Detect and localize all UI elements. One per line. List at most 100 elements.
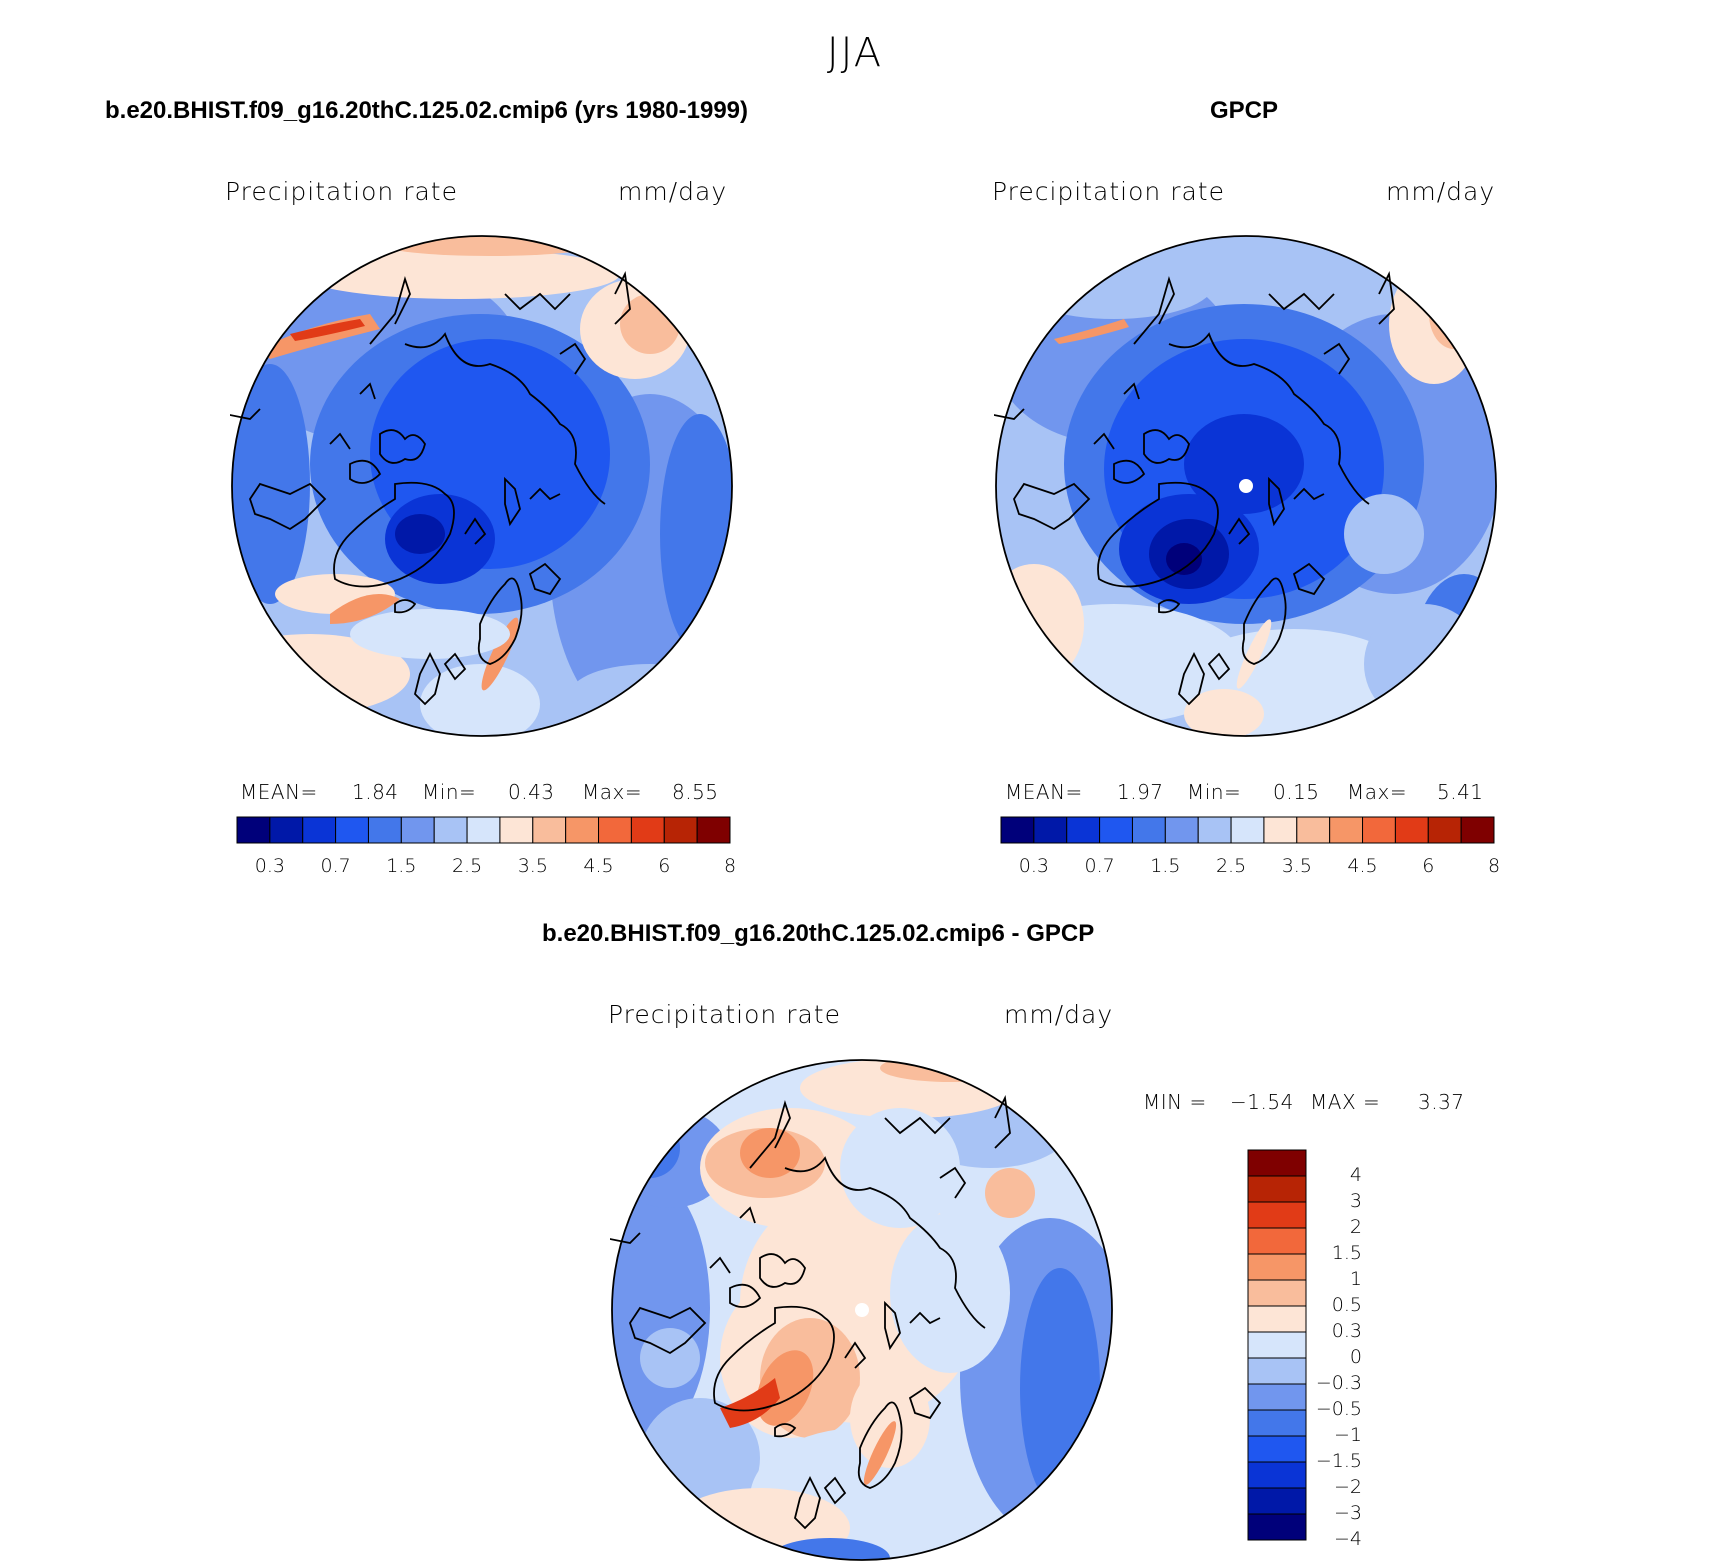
obs-colorbar bbox=[1000, 816, 1495, 844]
model-polar-map bbox=[230, 235, 733, 737]
colorbar-swatch bbox=[1394, 816, 1429, 844]
colorbar-tick-label: 0.7 bbox=[1084, 855, 1115, 877]
colorbar-tick-label: 0.3 bbox=[254, 855, 285, 877]
colorbar-tick-label: 4.5 bbox=[1347, 855, 1378, 877]
model-max-label: Max= bbox=[582, 780, 643, 804]
colorbar-swatch bbox=[1296, 816, 1331, 844]
colorbar-swatch bbox=[1000, 816, 1035, 844]
colorbar-swatch bbox=[598, 816, 632, 844]
diff-max-value: 3.37 bbox=[1418, 1090, 1465, 1114]
colorbar-swatch bbox=[433, 816, 468, 844]
colorbar-swatch bbox=[630, 816, 665, 844]
colorbar-swatch bbox=[335, 816, 369, 844]
colorbar-swatch bbox=[1247, 1227, 1307, 1255]
colorbar-swatch bbox=[1460, 816, 1495, 844]
diff-colorbar bbox=[1247, 1149, 1307, 1541]
obs-mean-label: MEAN= bbox=[1005, 780, 1083, 804]
colorbar-swatch bbox=[1066, 816, 1101, 844]
colorbar-swatch bbox=[1247, 1357, 1307, 1385]
colorbar-swatch bbox=[1427, 816, 1462, 844]
colorbar-swatch bbox=[532, 816, 567, 844]
colorbar-swatch bbox=[696, 816, 731, 844]
colorbar-swatch bbox=[1247, 1279, 1307, 1307]
colorbar-tick-label: 2.5 bbox=[1215, 855, 1247, 877]
colorbar-swatch bbox=[1247, 1253, 1307, 1281]
model-min-value: 0.43 bbox=[508, 780, 555, 804]
colorbar-swatch bbox=[367, 816, 402, 844]
colorbar-swatch bbox=[1263, 816, 1298, 844]
colorbar-tick-label: 4.5 bbox=[583, 855, 614, 877]
diff-min-label: MIN = bbox=[1143, 1090, 1207, 1114]
obs-max-label: Max= bbox=[1347, 780, 1408, 804]
colorbar-swatch bbox=[269, 816, 304, 844]
colorbar-tick-label: 0.3 bbox=[1331, 1320, 1362, 1342]
colorbar-tick-label: 1.5 bbox=[1150, 855, 1181, 877]
colorbar-tick-label: 0.5 bbox=[1331, 1294, 1362, 1316]
obs-panel-title: GPCP bbox=[1210, 97, 1279, 124]
obs-min-value: 0.15 bbox=[1273, 780, 1320, 804]
model-mean-label: MEAN= bbox=[240, 780, 318, 804]
colorbar-tick-label: 4 bbox=[1349, 1164, 1362, 1186]
colorbar-tick-label: 3 bbox=[1349, 1190, 1362, 1212]
colorbar-swatch bbox=[1197, 816, 1232, 844]
colorbar-tick-label: −4 bbox=[1333, 1528, 1362, 1550]
colorbar-tick-label: −2 bbox=[1333, 1476, 1362, 1498]
model-panel-title: b.e20.BHIST.f09_g16.20thC.125.02.cmip6 (… bbox=[105, 97, 749, 124]
colorbar-tick-label: −3 bbox=[1333, 1502, 1362, 1524]
colorbar-swatch bbox=[1329, 816, 1364, 844]
colorbar-tick-label: 8 bbox=[723, 855, 737, 877]
diff-panel-title: b.e20.BHIST.f09_g16.20thC.125.02.cmip6 -… bbox=[542, 920, 1095, 947]
colorbar-swatch bbox=[1033, 816, 1068, 844]
colorbar-swatch bbox=[565, 816, 600, 844]
model-mean-value: 1.84 bbox=[352, 780, 399, 804]
colorbar-tick-label: 2 bbox=[1349, 1216, 1362, 1238]
model-variable-label: Precipitation rate bbox=[225, 177, 458, 206]
obs-variable-label: Precipitation rate bbox=[992, 177, 1225, 206]
colorbar-tick-label: −1.5 bbox=[1315, 1450, 1362, 1472]
colorbar-swatch bbox=[663, 816, 698, 844]
season-title: JJA bbox=[826, 30, 884, 76]
colorbar-tick-label: −1 bbox=[1333, 1424, 1362, 1446]
colorbar-tick-label: −0.3 bbox=[1315, 1372, 1362, 1394]
colorbar-tick-label: 1.5 bbox=[1331, 1242, 1362, 1264]
colorbar-swatch bbox=[499, 816, 534, 844]
obs-units-label: mm/day bbox=[1386, 177, 1496, 206]
colorbar-tick-label: 0.7 bbox=[320, 855, 351, 877]
colorbar-swatch bbox=[1247, 1383, 1307, 1411]
colorbar-swatch bbox=[302, 816, 337, 844]
colorbar-tick-label: 2.5 bbox=[451, 855, 483, 877]
colorbar-swatch bbox=[1247, 1461, 1307, 1489]
colorbar-swatch bbox=[1247, 1331, 1307, 1359]
colorbar-swatch bbox=[1247, 1201, 1307, 1229]
colorbar-tick-label: 0.3 bbox=[1018, 855, 1049, 877]
colorbar-tick-label: 1.5 bbox=[386, 855, 417, 877]
model-min-label: Min= bbox=[422, 780, 477, 804]
model-max-value: 8.55 bbox=[672, 780, 719, 804]
obs-mean-value: 1.97 bbox=[1117, 780, 1164, 804]
colorbar-swatch bbox=[1247, 1435, 1307, 1463]
colorbar-swatch bbox=[1247, 1487, 1307, 1515]
obs-min-label: Min= bbox=[1187, 780, 1242, 804]
diff-polar-map bbox=[610, 1059, 1113, 1561]
colorbar-tick-label: 3.5 bbox=[1281, 855, 1312, 877]
colorbar-tick-label: 1 bbox=[1349, 1268, 1362, 1290]
colorbar-swatch bbox=[400, 816, 435, 844]
colorbar-swatch bbox=[1247, 1409, 1307, 1437]
colorbar-swatch bbox=[466, 816, 501, 844]
colorbar-swatch bbox=[1131, 816, 1166, 844]
diff-units-label: mm/day bbox=[1004, 1000, 1114, 1029]
colorbar-tick-label: 6 bbox=[658, 855, 671, 877]
colorbar-swatch bbox=[1247, 1305, 1307, 1333]
colorbar-swatch bbox=[1230, 816, 1265, 844]
colorbar-tick-label: 6 bbox=[1422, 855, 1435, 877]
diff-max-label: MAX = bbox=[1310, 1090, 1381, 1114]
model-colorbar bbox=[236, 816, 731, 844]
colorbar-tick-label: 8 bbox=[1487, 855, 1501, 877]
diff-min-value: −1.54 bbox=[1230, 1090, 1294, 1114]
obs-polar-map bbox=[994, 235, 1497, 737]
model-units-label: mm/day bbox=[618, 177, 728, 206]
colorbar-swatch bbox=[1247, 1513, 1307, 1541]
colorbar-tick-label: 3.5 bbox=[517, 855, 548, 877]
colorbar-swatch bbox=[1099, 816, 1133, 844]
colorbar-swatch bbox=[1164, 816, 1199, 844]
